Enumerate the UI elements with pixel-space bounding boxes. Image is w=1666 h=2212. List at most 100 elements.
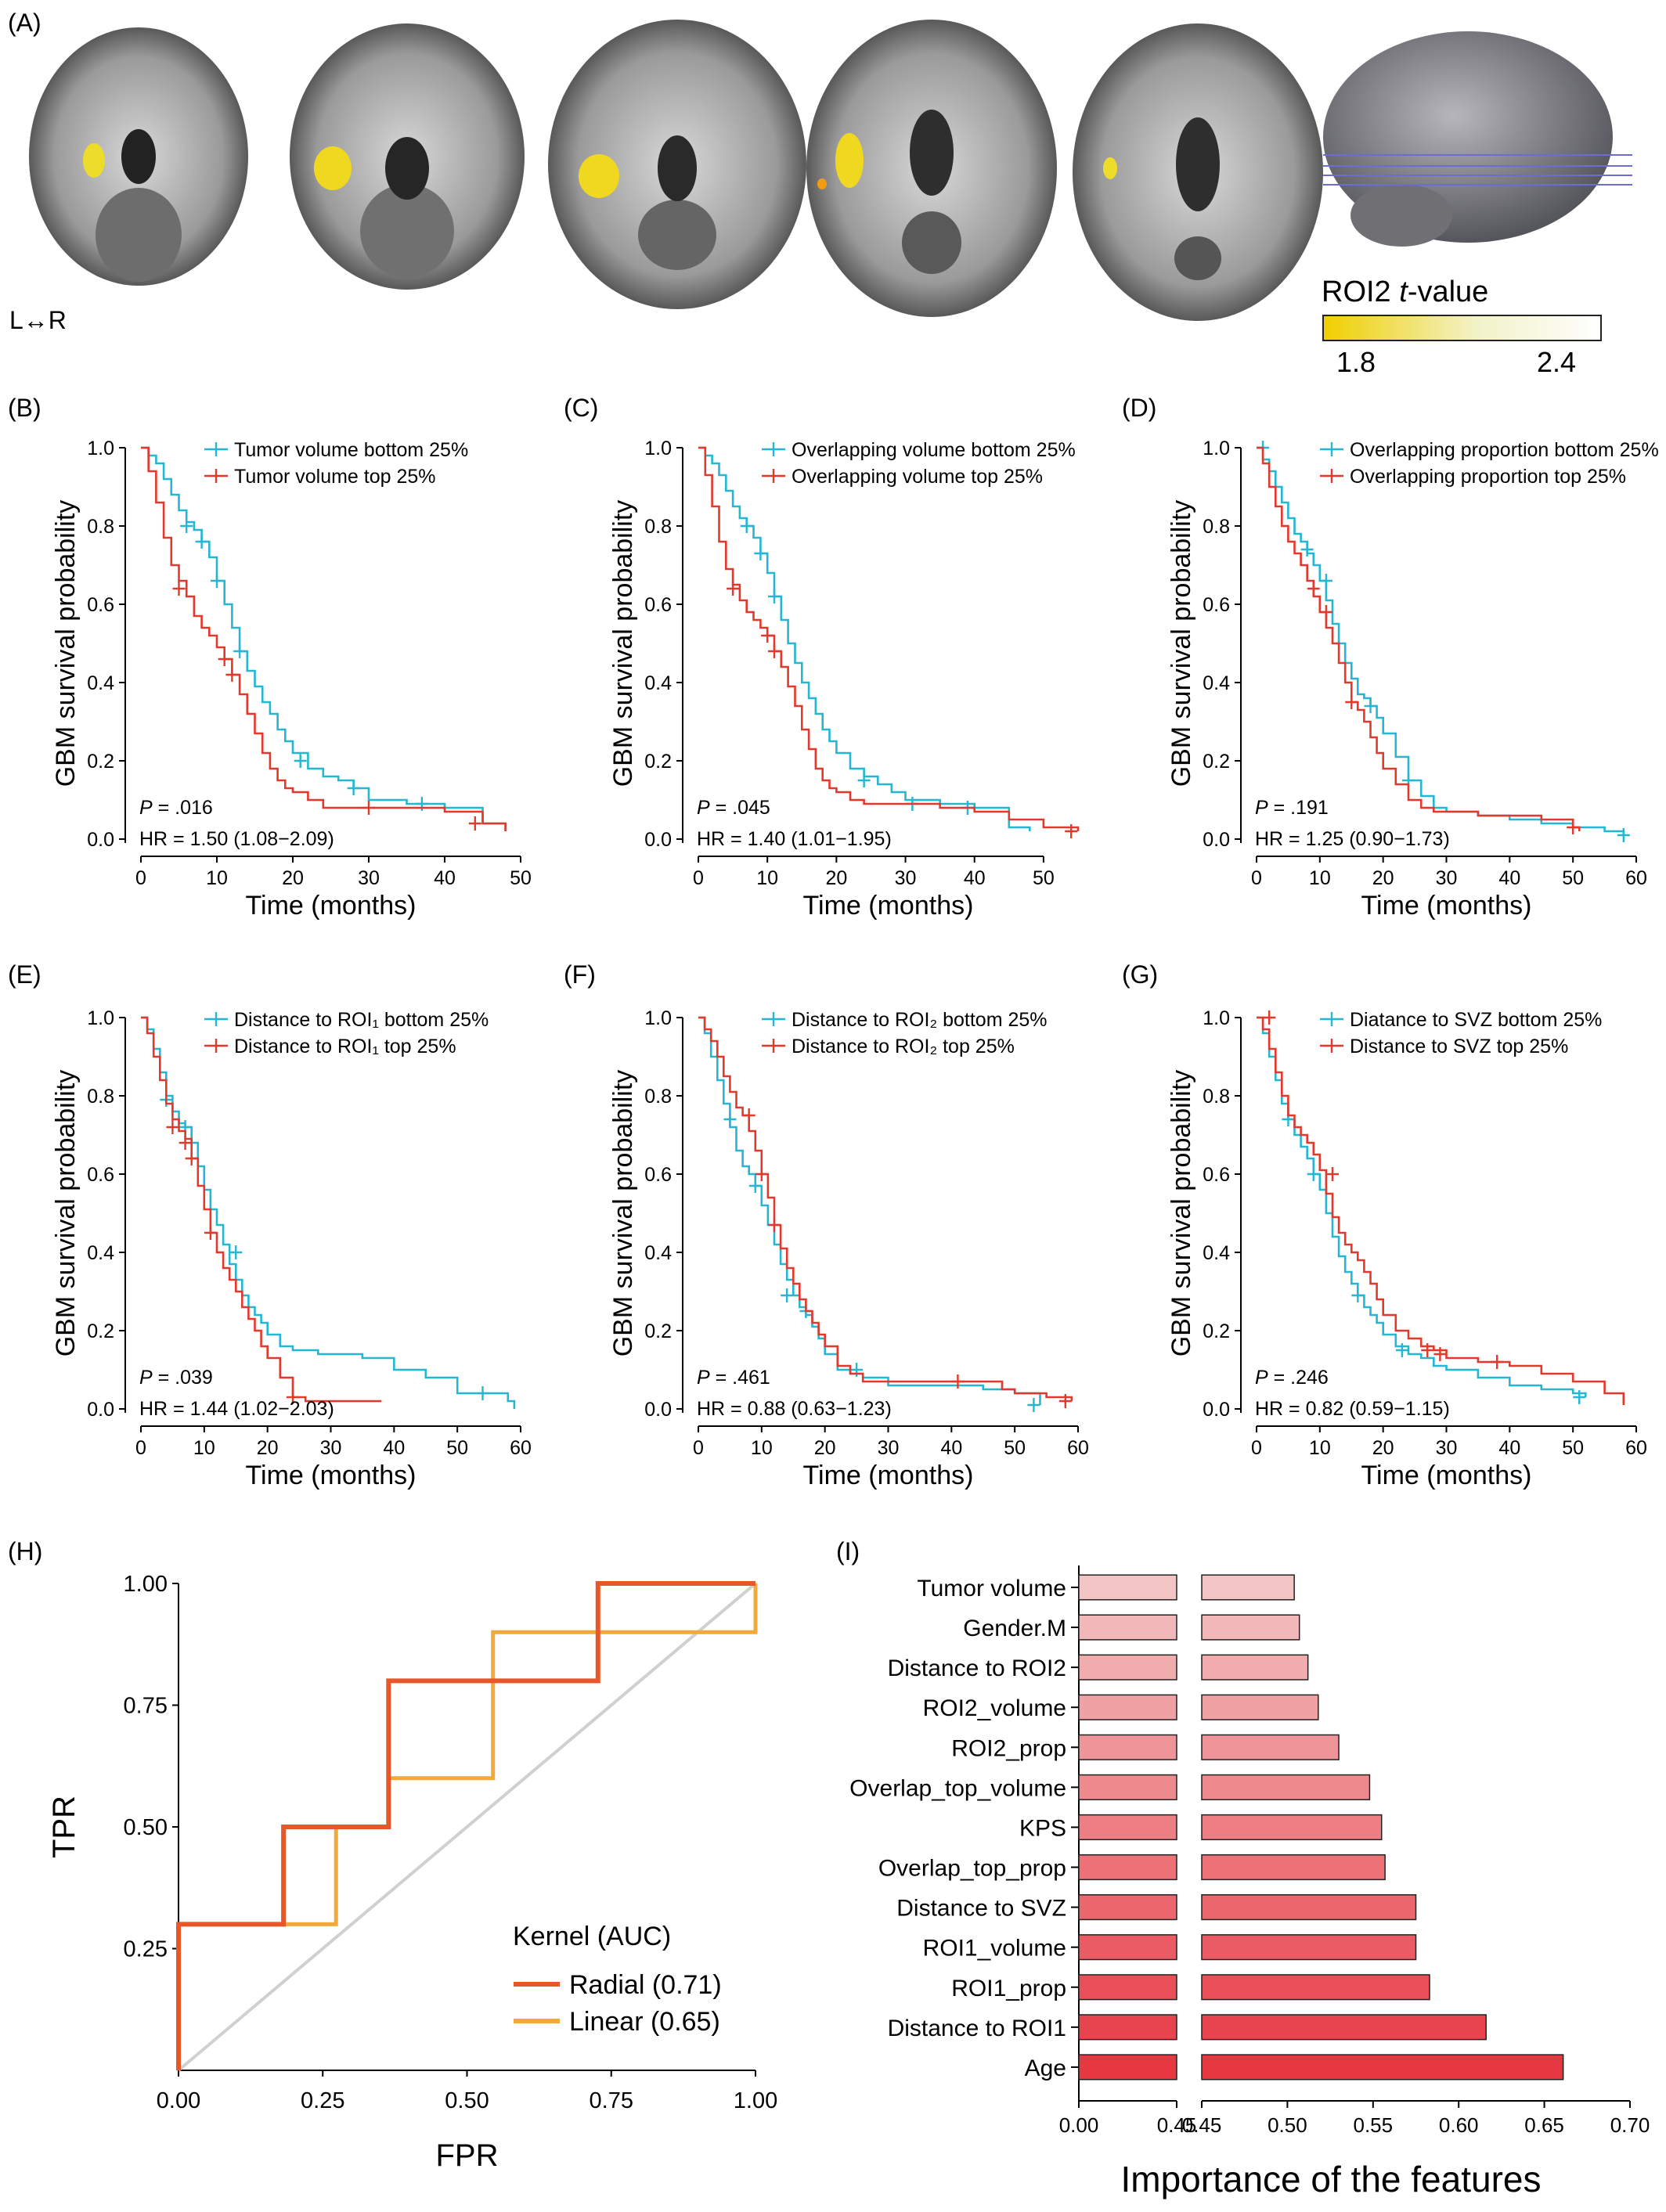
bar-left	[1078, 2014, 1177, 2041]
y-tick-label: 0.6	[87, 1164, 114, 1186]
x-tick-label: 40	[964, 867, 986, 889]
x-tick-label: 50	[510, 867, 532, 889]
category-label: Distance to SVZ	[896, 1896, 1066, 1922]
colorbar-tick-high: 2.4	[1537, 346, 1576, 378]
y-tick-label: 0.2	[644, 1320, 672, 1342]
y-tick-label: 0.0	[1203, 1399, 1230, 1421]
x-tick-label: 10	[751, 1437, 773, 1459]
km-chart-b: 0.0 0.2 0.4 0.6 0.8 1.0 0 10 20 30 40 50 Time (month…	[51, 438, 532, 920]
bar-right	[1201, 1734, 1340, 1760]
y-axis-label: TPR	[47, 1796, 81, 1858]
x-tick-label: 0.60	[1439, 2113, 1479, 2137]
bar-right	[1201, 1814, 1383, 1841]
brain-slice-3	[548, 20, 806, 309]
category-label: Overlap_top_volume	[849, 1775, 1066, 1801]
survival-curve-top	[698, 446, 1080, 831]
x-tick-label: 0.55	[1353, 2113, 1393, 2137]
legend-label: Linear (0.65)	[569, 2007, 720, 2037]
y-tick-label: 0.0	[644, 829, 672, 851]
category-label: ROI2_prop	[951, 1735, 1066, 1761]
legend-label: Distance to ROI₂ bottom 25%	[792, 1009, 1048, 1031]
y-tick-label: 0.2	[87, 751, 114, 773]
x-tick-label: 40	[940, 1437, 962, 1459]
legend-label: Diatance to SVZ bottom 25%	[1350, 1009, 1602, 1031]
legend-label: Distance to SVZ top 25%	[1350, 1036, 1568, 1057]
y-tick-label: 0.50	[124, 1815, 168, 1840]
bar-right	[1201, 2014, 1487, 2041]
bar-left	[1078, 1974, 1177, 2001]
y-tick-label: 0.25	[124, 1937, 168, 1962]
survival-curve-bottom	[141, 1016, 516, 1409]
x-tick-label: 0	[135, 867, 146, 889]
panel-label-g: (G)	[1122, 960, 1158, 989]
category-label: Gender.M	[963, 1616, 1066, 1641]
x-tick-label: 0	[135, 1437, 146, 1459]
x-tick-label: 20	[282, 867, 304, 889]
y-tick-label: 0.4	[1203, 672, 1230, 694]
y-tick-label: 0.75	[124, 1694, 168, 1719]
y-tick-label: 1.0	[87, 1007, 114, 1029]
panel-label-b: (B)	[8, 394, 41, 422]
legend-label: Overlapping volume top 25%	[792, 466, 1043, 488]
x-tick-label: 50	[446, 1437, 468, 1459]
survival-curve-top	[1257, 1016, 1625, 1405]
panel-label-i: (I)	[836, 1537, 860, 1565]
legend-label: Distance to ROI₁ bottom 25%	[234, 1009, 489, 1031]
bar-right	[1201, 1654, 1309, 1681]
x-tick-label: 30	[895, 867, 917, 889]
panel-label-c: (C)	[564, 394, 598, 422]
x-tick-label: 60	[1067, 1437, 1089, 1459]
y-axis-label: GBM survival probability	[608, 500, 638, 787]
x-tick-label: 40	[1498, 867, 1520, 889]
x-axis-label: Time (months)	[246, 891, 416, 920]
x-tick-label: 50	[1562, 1437, 1584, 1459]
y-tick-label: 0.8	[644, 1086, 672, 1108]
x-tick-label: 0.00	[1059, 2113, 1099, 2137]
y-tick-label: 0.4	[644, 672, 672, 694]
y-tick-label: 1.0	[644, 1007, 672, 1029]
bar-left	[1078, 2054, 1177, 2081]
category-label: ROI2_volume	[923, 1695, 1066, 1721]
legend-label: Distance to ROI₁ top 25%	[234, 1036, 456, 1057]
y-tick-label: 1.00	[124, 1572, 168, 1597]
y-axis-label: GBM survival probability	[1167, 1070, 1196, 1357]
x-axis-label: Time (months)	[1361, 891, 1532, 920]
y-axis-label: GBM survival probability	[51, 1070, 81, 1357]
chance-diagonal	[177, 1582, 757, 2072]
survival-curve-bottom	[141, 446, 507, 831]
y-axis-label: GBM survival probability	[1167, 500, 1196, 787]
bar-left	[1078, 1774, 1177, 1800]
bar-left	[1078, 1654, 1177, 1681]
panel-label-h: (H)	[8, 1537, 42, 1565]
x-tick-label: 50	[1033, 867, 1055, 889]
legend-label: Overlapping volume bottom 25%	[792, 439, 1076, 461]
y-tick-label: 0.8	[1203, 1086, 1230, 1108]
brain-3d-render	[1323, 31, 1632, 247]
hazard-ratio: HR = 1.40 (1.01−1.95)	[697, 828, 892, 850]
km-chart-f: 0.0 0.2 0.4 0.6 0.8 1.0 0 10 20 30 40 50 60 Time (mon…	[608, 1007, 1089, 1490]
category-label: Overlap_top_prop	[878, 1856, 1066, 1882]
x-tick-label: 40	[383, 1437, 405, 1459]
x-tick-label: 20	[814, 1437, 836, 1459]
bar-left	[1078, 1614, 1177, 1641]
roc-curve-radial	[176, 1581, 755, 2070]
x-tick-label: 0.75	[590, 2088, 633, 2113]
p-value: P = .191	[1255, 797, 1329, 819]
km-chart-e: 0.0 0.2 0.4 0.6 0.8 1.0 0 10 20 30 40 50 60 Time (mon…	[51, 1007, 532, 1490]
p-value: P = .246	[1255, 1367, 1329, 1389]
category-label: ROI1_prop	[951, 1976, 1066, 2001]
p-value: P = .016	[139, 797, 213, 819]
legend-label: Overlapping proportion top 25%	[1350, 466, 1626, 488]
y-tick-label: 0.8	[87, 516, 114, 538]
y-tick-label: 0.8	[1203, 516, 1230, 538]
y-tick-label: 1.0	[1203, 438, 1230, 459]
panel-label-a: (A)	[8, 9, 41, 37]
survival-curve-bottom	[698, 1016, 1041, 1405]
survival-curve-top	[141, 446, 507, 831]
y-axis-label: GBM survival probability	[51, 500, 81, 787]
bar-right	[1201, 1614, 1300, 1641]
bar-right	[1201, 1854, 1386, 1881]
bar-left	[1078, 1574, 1177, 1601]
bar-left	[1078, 1934, 1177, 1961]
category-label: ROI1_volume	[923, 1936, 1066, 1962]
